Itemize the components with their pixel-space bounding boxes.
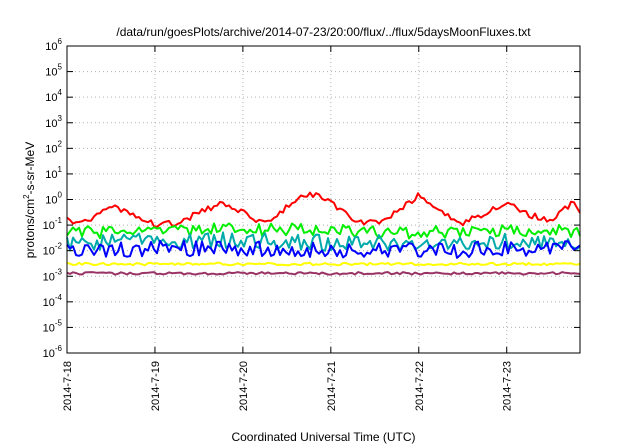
y-tick-label: 102 [45, 139, 62, 155]
y-tick-label: 100 [45, 191, 62, 207]
y-axis-label: protons/cm2-s-sr-MeV [22, 142, 37, 258]
y-tick-label: 105 [45, 63, 62, 79]
y-tick-labels: 10-610-510-410-310-210-11001011021031041… [43, 37, 63, 360]
y-tick-base: 10 [45, 67, 57, 79]
y-tick-exp: -6 [55, 344, 63, 353]
series-line-3 [66, 231, 581, 252]
y-axis-label-prefix: protons/cm [23, 199, 37, 258]
y-tick-label: 106 [45, 37, 62, 53]
y-tick-base: 10 [45, 143, 57, 155]
y-tick-label: 10-6 [43, 344, 63, 360]
x-tick-label: 2014-7-19 [150, 361, 162, 411]
y-tick-base: 10 [45, 169, 57, 181]
y-tick-label: 103 [45, 114, 62, 130]
x-tick-label: 2014-7-23 [502, 361, 514, 411]
y-tick-label: 104 [45, 88, 62, 104]
x-tick-label: 2014-7-21 [326, 361, 338, 411]
y-tick-label: 10-5 [43, 318, 63, 334]
y-tick-base: 10 [43, 220, 55, 232]
y-tick-exp: 6 [58, 37, 63, 46]
y-axis-label-sup: 2 [22, 194, 31, 199]
y-tick-base: 10 [43, 322, 55, 334]
y-tick-exp: 0 [58, 191, 63, 200]
x-tick-label: 2014-7-22 [414, 361, 426, 411]
chart-title: /data/run/goesPlots/archive/2014-07-23/2… [116, 25, 531, 39]
series-line-5 [66, 261, 581, 267]
y-tick-base: 10 [43, 297, 55, 309]
y-axis-label-suffix: -s-sr-MeV [23, 142, 37, 195]
y-tick-base: 10 [45, 41, 57, 53]
x-tick-label: 2014-7-18 [62, 361, 74, 411]
y-tick-label: 101 [45, 165, 62, 181]
y-tick-base: 10 [45, 195, 57, 207]
tick-marks [66, 45, 580, 354]
y-tick-exp: 2 [58, 139, 63, 148]
y-tick-base: 10 [43, 271, 55, 283]
series-line-6 [66, 271, 581, 276]
y-tick-base: 10 [43, 246, 55, 258]
y-tick-exp: 1 [58, 165, 63, 174]
y-tick-label: 10-4 [43, 293, 63, 309]
y-tick-base: 10 [43, 348, 55, 360]
series-line-1 [66, 191, 581, 228]
x-axis-label: Coordinated Universal Time (UTC) [231, 430, 415, 444]
x-tick-labels: 2014-7-18 2014-7-19 2014-7-20 2014-7-21 2014… [62, 361, 514, 411]
y-tick-exp: -3 [55, 267, 63, 276]
y-tick-exp: 3 [58, 114, 63, 123]
series-line-4 [66, 239, 581, 259]
y-tick-exp: -5 [55, 318, 63, 327]
y-tick-label: 10-3 [43, 267, 63, 283]
y-tick-exp: -4 [55, 293, 63, 302]
y-tick-base: 10 [45, 118, 57, 130]
y-tick-exp: 4 [58, 88, 63, 97]
y-tick-base: 10 [45, 92, 57, 104]
y-tick-exp: 5 [58, 63, 63, 72]
y-tick-exp: -2 [55, 242, 63, 251]
x-tick-label: 2014-7-20 [238, 361, 250, 411]
y-tick-label: 10-2 [43, 242, 63, 258]
series-group [66, 191, 581, 276]
y-tick-exp: -1 [55, 216, 63, 225]
series-line-2 [66, 222, 581, 240]
y-tick-label: 10-1 [43, 216, 63, 232]
